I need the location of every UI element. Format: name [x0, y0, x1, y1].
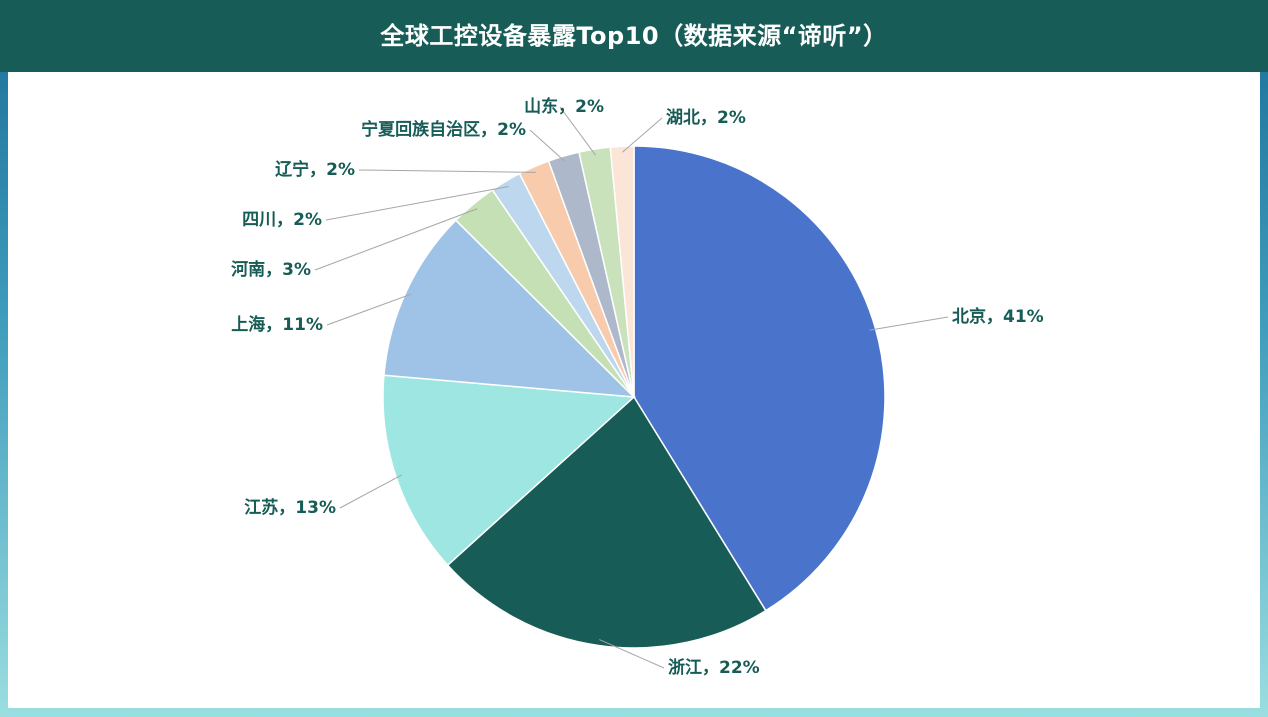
slice-label-8: 宁夏回族自治区，2%	[361, 119, 526, 140]
slice-label-3: 江苏，13%	[244, 497, 336, 518]
slice-label-1: 北京，41%	[952, 306, 1044, 327]
pie-slices	[382, 145, 886, 649]
slice-labels: 北京，41% 浙江，22% 江苏，13% 上海，11% 河南，3% 四川，2% 辽宁，2% 宁…	[231, 96, 1044, 678]
pie-slice-3	[382, 374, 636, 567]
slice-label-2: 浙江，22%	[668, 657, 760, 678]
leader-line-8	[529, 129, 566, 163]
leader-line-1	[869, 316, 949, 331]
leader-line-10	[622, 117, 663, 153]
leader-line-2	[599, 639, 665, 669]
chart-title: 全球工控设备暴露Top10（数据来源“谛听”）	[380, 22, 888, 50]
leader-line-3	[339, 474, 402, 509]
leader-line-7	[358, 169, 537, 173]
slice-label-10: 湖北，2%	[666, 108, 746, 128]
chart-title-bar: 全球工控设备暴露Top10（数据来源“谛听”）	[0, 0, 1268, 72]
leader-line-6	[325, 185, 509, 221]
slice-label-7: 辽宁，2%	[275, 159, 355, 180]
slice-label-6: 四川，2%	[242, 210, 322, 230]
pie-slice-1	[633, 145, 886, 612]
slice-label-5: 河南，3%	[231, 259, 311, 280]
slice-label-4: 上海，11%	[231, 314, 323, 335]
pie-slice-10	[609, 145, 635, 398]
pie-slice-4	[383, 219, 636, 398]
leader-line-5	[314, 208, 478, 271]
pie-slice-2	[446, 395, 767, 649]
leader-line-9	[559, 106, 596, 156]
leader-lines	[314, 106, 949, 669]
slice-label-9: 山东，2%	[524, 96, 604, 117]
leader-line-4	[326, 293, 412, 326]
